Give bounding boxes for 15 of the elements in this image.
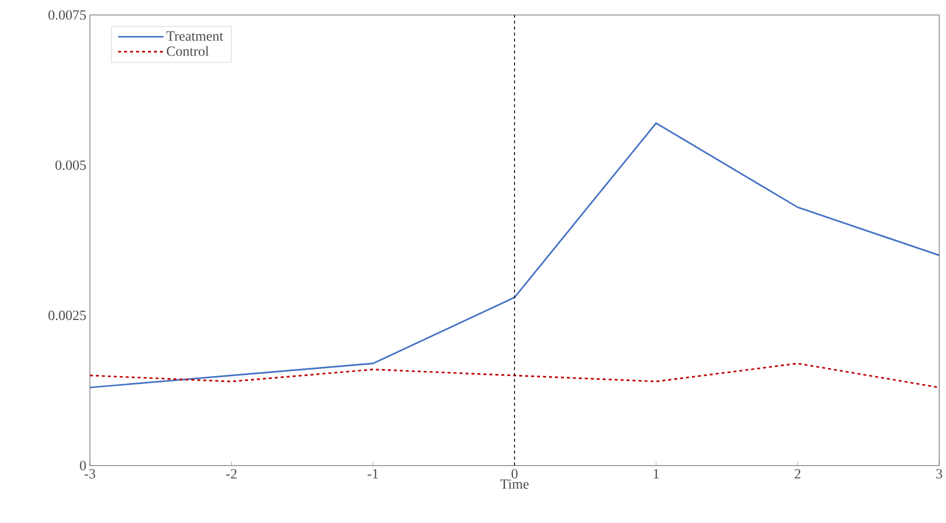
x-tick-label: 1 — [654, 469, 659, 479]
x-tick-label: 3 — [936, 469, 942, 479]
y-tick-label: 0 — [80, 461, 86, 471]
line-series — [90, 362, 940, 389]
y-tick-label: 0.0025 — [48, 310, 86, 320]
legend-label: Control — [166, 46, 209, 56]
x-tick-label: 0 — [512, 469, 518, 479]
y-tick-label: 0.0075 — [48, 10, 86, 20]
y-tick-label: 0.005 — [55, 160, 86, 170]
x-axis-title: Time — [500, 480, 529, 490]
x-tick-label: 2 — [794, 469, 800, 479]
x-tick-label: -3 — [84, 469, 96, 479]
x-tick-label: -1 — [368, 469, 378, 479]
x-tick-label: -2 — [226, 469, 237, 479]
legend-label: Treatment — [166, 32, 224, 41]
